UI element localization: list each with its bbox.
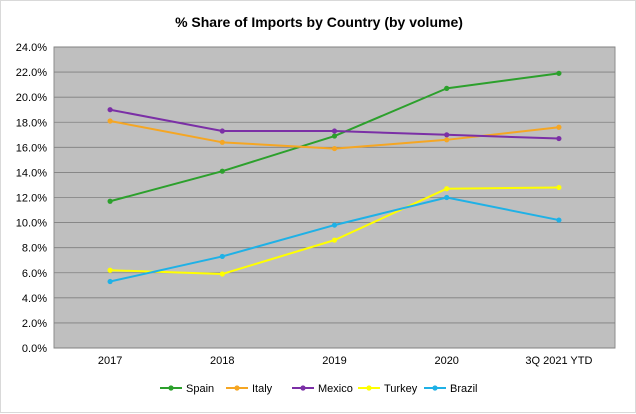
data-point-turkey	[331, 237, 338, 243]
data-point-brazil	[219, 253, 225, 260]
data-point-brazil	[556, 217, 562, 223]
legend-marker-italy	[234, 385, 240, 391]
data-point-mexico	[331, 128, 338, 134]
data-point-mexico	[219, 128, 225, 134]
data-point-brazil	[107, 278, 113, 285]
x-tick-label: 2020	[434, 355, 458, 367]
legend-label-italy: Italy	[252, 383, 273, 395]
y-tick-label: 24.0%	[16, 42, 47, 54]
data-point-italy	[107, 118, 113, 124]
chart-title: % Share of Imports by Country (by volume…	[175, 14, 463, 30]
data-point-turkey	[107, 267, 113, 273]
legend-label-mexico: Mexico	[318, 383, 353, 395]
data-point-mexico	[556, 135, 562, 142]
data-point-italy	[331, 145, 338, 152]
legend-marker-spain	[168, 385, 174, 391]
y-tick-label: 22.0%	[16, 67, 47, 79]
legend-label-brazil: Brazil	[450, 383, 478, 395]
x-tick-label: 2019	[322, 355, 346, 367]
y-tick-label: 16.0%	[16, 142, 47, 154]
y-tick-label: 6.0%	[22, 268, 47, 280]
data-point-spain	[331, 133, 338, 139]
data-point-turkey	[219, 271, 225, 277]
data-point-spain	[219, 168, 225, 174]
y-tick-label: 0.0%	[22, 343, 47, 355]
y-tick-label: 10.0%	[16, 218, 47, 230]
plot-area: 0.0% 2.0% 4.0% 6.0% 8.0% 10.0% 12.0% 14.0% 16.0%…	[16, 42, 616, 367]
x-tick-label: 3Q 2021 YTD	[525, 355, 592, 367]
legend-marker-brazil	[432, 385, 438, 391]
data-point-italy	[219, 139, 225, 145]
legend-marker-mexico	[300, 385, 306, 391]
y-tick-label: 20.0%	[16, 92, 47, 104]
data-point-brazil	[444, 194, 450, 201]
y-tick-label: 4.0%	[22, 293, 47, 305]
data-point-spain	[556, 70, 562, 76]
x-tick-label: 2018	[210, 355, 234, 367]
y-tick-label: 12.0%	[16, 193, 47, 205]
legend-label-turkey: Turkey	[384, 383, 418, 395]
data-point-italy	[444, 137, 450, 143]
data-point-italy	[556, 124, 562, 130]
data-point-spain	[444, 85, 450, 91]
y-tick-label: 14.0%	[16, 167, 47, 179]
legend-marker-turkey	[366, 385, 372, 391]
data-point-brazil	[331, 222, 338, 228]
data-point-spain	[107, 198, 113, 204]
data-point-mexico	[107, 107, 113, 113]
y-tick-label: 8.0%	[22, 243, 47, 255]
y-tick-label: 18.0%	[16, 117, 47, 129]
legend-label-spain: Spain	[186, 383, 214, 395]
data-point-turkey	[444, 186, 450, 192]
x-tick-label: 2017	[98, 355, 122, 367]
y-tick-label: 2.0%	[22, 318, 47, 330]
legend: Spain Italy Mexico Turkey Brazil	[160, 383, 478, 395]
data-point-turkey	[556, 184, 562, 191]
data-point-mexico	[444, 132, 450, 138]
